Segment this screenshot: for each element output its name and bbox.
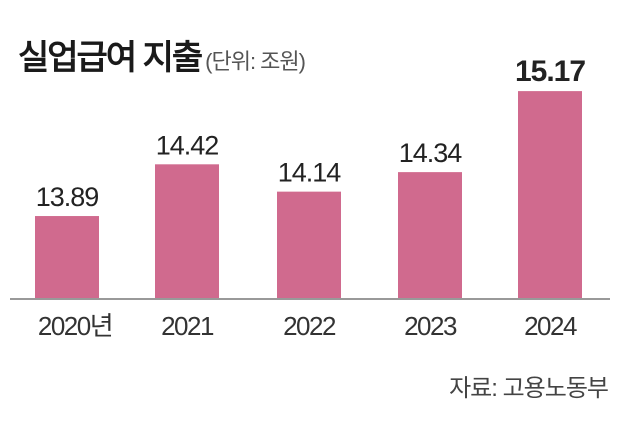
bar-2020년: [35, 216, 99, 299]
unit-label: (단위: 조원): [205, 49, 306, 74]
x-tick-label: 2021: [161, 311, 214, 341]
source-label: 자료: 고용노동부: [449, 375, 609, 402]
data-label: 14.34: [399, 138, 463, 168]
x-tick-label: 2024: [524, 311, 577, 341]
x-tick-label: 2022: [283, 311, 336, 341]
x-tick-label: 2023: [404, 311, 457, 341]
title-text: 실업급여 지출: [18, 39, 203, 77]
bar-2023: [398, 172, 462, 299]
chart-title: 실업급여 지출 (단위: 조원): [18, 30, 306, 79]
bar-2021: [155, 164, 219, 299]
bar-2024: [518, 91, 582, 299]
data-label: 13.89: [36, 182, 99, 212]
x-tick-label: 2020년: [38, 311, 112, 341]
bar-2022: [277, 191, 341, 299]
data-label: 14.42: [156, 130, 219, 160]
data-label: 14.14: [278, 158, 342, 188]
data-label: 15.17: [515, 55, 585, 88]
